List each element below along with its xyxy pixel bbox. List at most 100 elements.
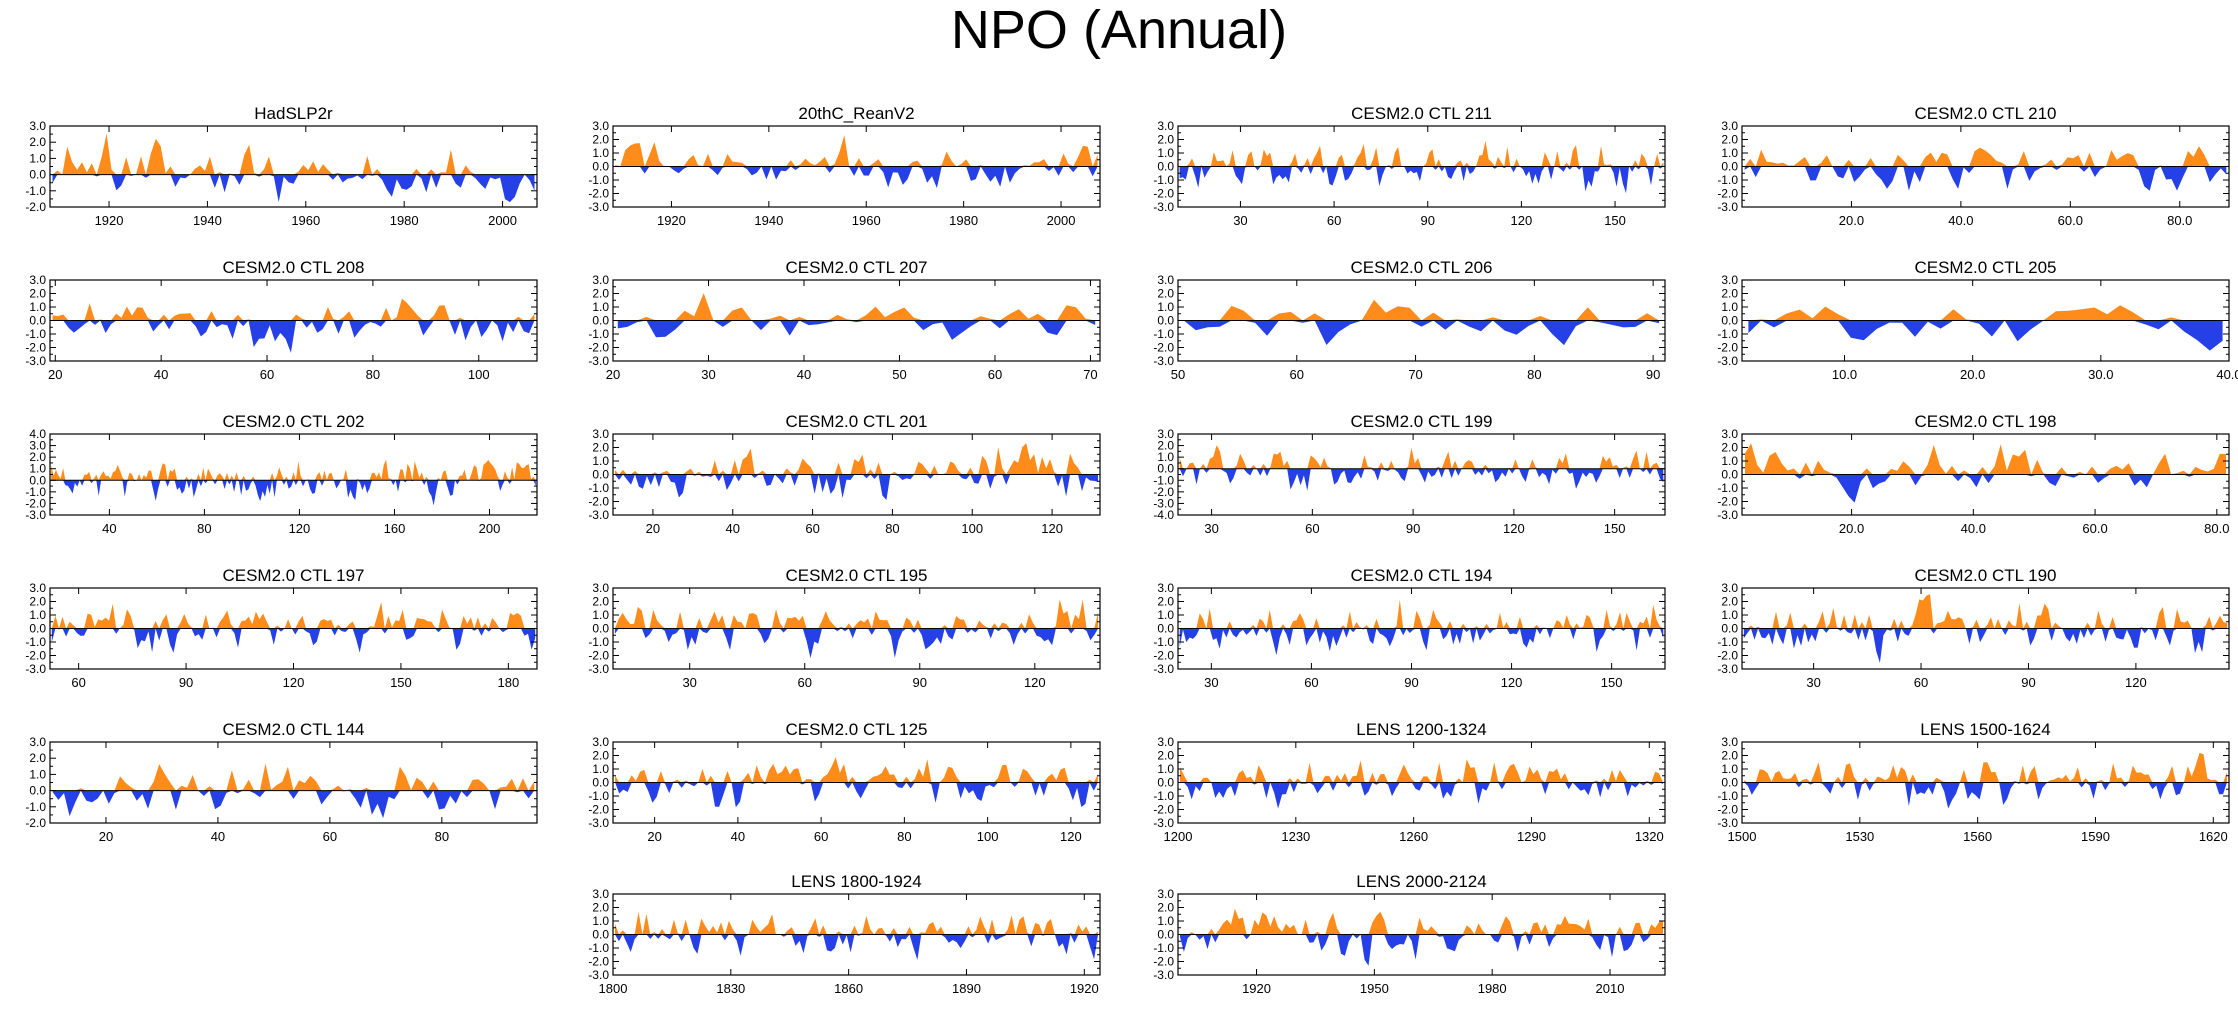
x-tick-label: 30 bbox=[701, 367, 715, 382]
negative-area bbox=[614, 628, 1099, 659]
chart-panel-11: CESM2.0 CTL 199 -4.0-3.0-2.0-1.00.01.02.0… bbox=[1153, 412, 1666, 536]
y-tick-label: -1.0 bbox=[25, 635, 46, 649]
positive-area bbox=[1744, 752, 2227, 783]
y-tick-label: 0.0 bbox=[29, 784, 46, 798]
y-tick-label: -3.0 bbox=[1717, 816, 1738, 830]
x-tick-label: 1830 bbox=[716, 981, 745, 996]
y-tick-label: 2.0 bbox=[592, 287, 609, 301]
x-tick-label: 30 bbox=[1806, 675, 1820, 690]
chart-panel-3: CESM2.0 CTL 211 -3.0-2.0-1.00.01.02.03.0 3… bbox=[1153, 104, 1666, 228]
positive-area bbox=[51, 602, 536, 629]
x-tick-label: 20 bbox=[647, 829, 661, 844]
y-tick-label: 1.0 bbox=[1721, 608, 1738, 622]
y-tick-label: -1.0 bbox=[25, 184, 46, 198]
panel-title: 20thC_ReanV2 bbox=[798, 104, 914, 123]
y-tick-label: 2.0 bbox=[1157, 439, 1174, 453]
y-tick-label: 0.0 bbox=[1157, 314, 1174, 328]
chart-panel-18: CESM2.0 CTL 125 -3.0-2.0-1.00.01.02.03.0 2… bbox=[588, 720, 1101, 844]
y-tick-label: -3.0 bbox=[1717, 508, 1738, 522]
chart-panel-15: CESM2.0 CTL 194 -3.0-2.0-1.00.01.02.03.0 3… bbox=[1153, 566, 1666, 690]
y-tick-label: 3.0 bbox=[1721, 119, 1738, 133]
negative-area bbox=[1748, 320, 2223, 351]
y-tick-label: -3.0 bbox=[25, 354, 46, 368]
x-tick-label: 120 bbox=[2125, 675, 2147, 690]
y-tick-label: -1.0 bbox=[1717, 173, 1738, 187]
negative-area bbox=[615, 474, 1098, 500]
panel-title: CESM2.0 CTL 208 bbox=[222, 258, 364, 277]
y-tick-label: 1.0 bbox=[29, 151, 46, 165]
y-tick-label: 1.0 bbox=[1157, 762, 1174, 776]
y-tick-label: -2.0 bbox=[1717, 341, 1738, 355]
y-tick-label: 1.0 bbox=[1157, 608, 1174, 622]
y-tick-label: -1.0 bbox=[588, 941, 609, 955]
x-tick-label: 80 bbox=[197, 521, 211, 536]
x-tick-label: 1320 bbox=[1635, 829, 1664, 844]
y-tick-label: 1.0 bbox=[1157, 146, 1174, 160]
x-tick-label: 20 bbox=[48, 367, 62, 382]
y-tick-label: 2.0 bbox=[592, 133, 609, 147]
x-tick-label: 120 bbox=[1503, 521, 1525, 536]
x-tick-label: 200 bbox=[479, 521, 501, 536]
y-tick-label: 2.0 bbox=[1157, 749, 1174, 763]
y-tick-label: 1.0 bbox=[592, 300, 609, 314]
y-tick-label: 3.0 bbox=[592, 887, 609, 901]
chart-panel-2: 20thC_ReanV2 -3.0-2.0-1.00.01.02.03.0 1920… bbox=[588, 104, 1101, 228]
y-tick-label: 2.0 bbox=[1721, 595, 1738, 609]
panel-title: CESM2.0 CTL 211 bbox=[1351, 104, 1492, 123]
y-tick-label: -3.0 bbox=[588, 816, 609, 830]
x-tick-label: 80.0 bbox=[2167, 213, 2192, 228]
x-tick-label: 30 bbox=[1204, 675, 1218, 690]
y-tick-label: -3.0 bbox=[588, 508, 609, 522]
y-tick-label: -2.0 bbox=[588, 341, 609, 355]
y-tick-label: 3.0 bbox=[592, 273, 609, 287]
positive-area bbox=[52, 763, 535, 791]
y-tick-label: 2.0 bbox=[592, 749, 609, 763]
x-tick-label: 120 bbox=[1511, 213, 1533, 228]
x-tick-label: 80.0 bbox=[2204, 521, 2229, 536]
x-tick-label: 60 bbox=[1914, 675, 1928, 690]
y-tick-label: 0.0 bbox=[1157, 462, 1174, 476]
x-tick-label: 60 bbox=[71, 675, 85, 690]
x-tick-label: 160 bbox=[384, 521, 406, 536]
y-tick-label: 0.0 bbox=[1157, 928, 1174, 942]
y-tick-label: 3.0 bbox=[1721, 427, 1738, 441]
y-tick-label: 2.0 bbox=[29, 751, 46, 765]
y-tick-label: 0.0 bbox=[1157, 622, 1174, 636]
chart-panel-19: LENS 1200-1324 -3.0-2.0-1.00.01.02.03.0 12… bbox=[1153, 720, 1666, 844]
x-tick-label: 1920 bbox=[95, 213, 124, 228]
x-tick-label: 100 bbox=[977, 829, 999, 844]
x-tick-label: 2010 bbox=[1596, 981, 1625, 996]
y-tick-label: 0.0 bbox=[592, 314, 609, 328]
y-tick-label: -1.0 bbox=[588, 327, 609, 341]
chart-panel-16: CESM2.0 CTL 190 -3.0-2.0-1.00.01.02.03.0 3… bbox=[1717, 566, 2230, 690]
x-tick-label: 20 bbox=[606, 367, 620, 382]
positive-area bbox=[1179, 599, 1664, 629]
x-tick-label: 90 bbox=[1406, 521, 1420, 536]
y-tick-label: -3.0 bbox=[1717, 354, 1738, 368]
y-tick-label: 3.0 bbox=[592, 427, 609, 441]
y-tick-label: 1.0 bbox=[592, 608, 609, 622]
x-tick-label: 150 bbox=[390, 675, 412, 690]
x-tick-label: 60 bbox=[797, 675, 811, 690]
y-tick-label: 0.0 bbox=[1157, 776, 1174, 790]
y-tick-label: 2.0 bbox=[1157, 133, 1174, 147]
y-tick-label: -2.0 bbox=[1153, 649, 1174, 663]
y-tick-label: 0.0 bbox=[1721, 314, 1738, 328]
x-tick-label: 1890 bbox=[952, 981, 981, 996]
y-tick-label: 0.0 bbox=[592, 622, 609, 636]
y-tick-label: -3.0 bbox=[1153, 968, 1174, 982]
positive-area bbox=[615, 911, 1098, 935]
negative-area bbox=[1179, 468, 1664, 491]
positive-area bbox=[615, 757, 1098, 783]
panel-title: CESM2.0 CTL 190 bbox=[1914, 566, 2056, 585]
x-tick-label: 20.0 bbox=[1839, 521, 1864, 536]
y-tick-label: -2.0 bbox=[1717, 495, 1738, 509]
x-tick-label: 20 bbox=[646, 521, 660, 536]
y-tick-label: 1.0 bbox=[1157, 300, 1174, 314]
y-tick-label: -3.0 bbox=[1153, 816, 1174, 830]
plot-frame bbox=[49, 125, 538, 208]
y-tick-label: 4.0 bbox=[29, 427, 46, 441]
chart-panel-20: LENS 1500-1624 -3.0-2.0-1.00.01.02.03.0 15… bbox=[1717, 720, 2230, 844]
negative-area bbox=[1179, 628, 1664, 656]
x-tick-label: 30 bbox=[682, 675, 696, 690]
